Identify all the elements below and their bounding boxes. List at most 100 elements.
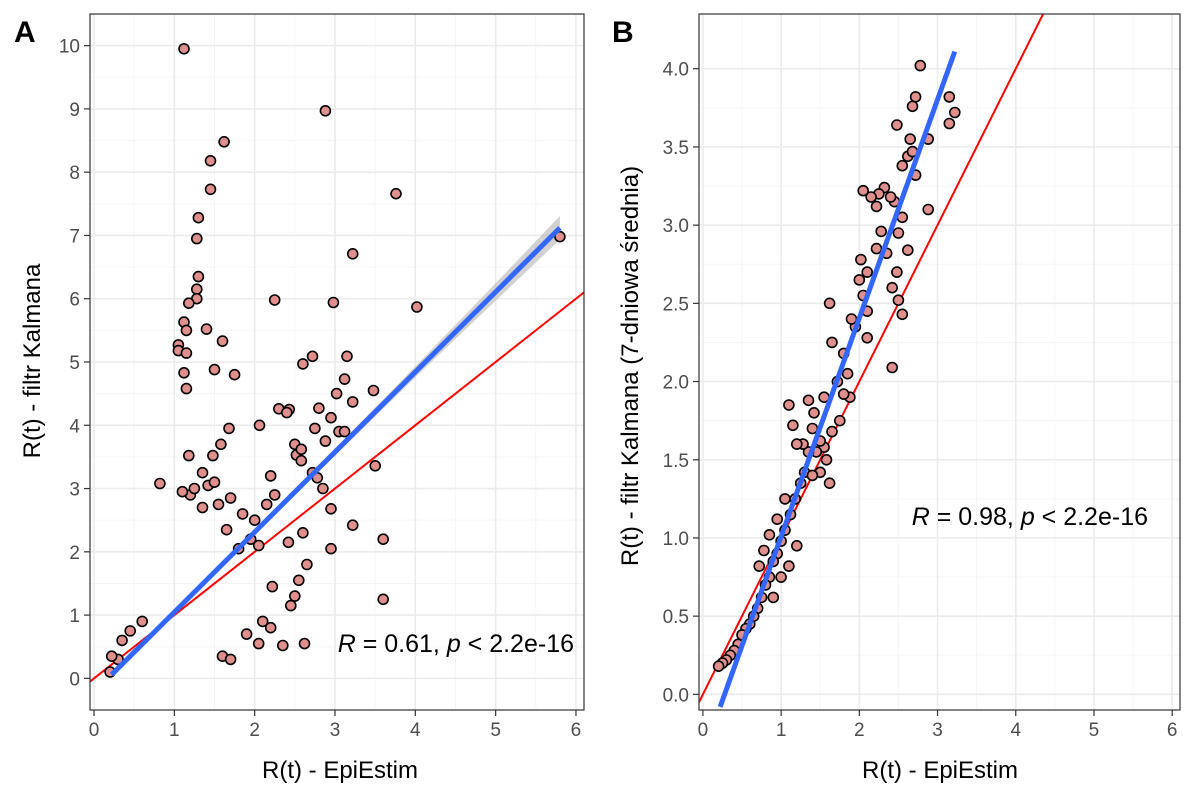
y-tick-label: 3.5 — [663, 138, 689, 159]
x-tick-label: 3 — [932, 720, 943, 741]
y-tick-label: 2.5 — [663, 294, 689, 315]
data-point — [188, 482, 201, 495]
data-point — [218, 136, 230, 148]
data-point — [301, 558, 313, 571]
data-point — [236, 508, 249, 520]
data-point — [207, 449, 219, 462]
data-point — [284, 599, 297, 612]
data-point — [180, 382, 193, 395]
data-point — [306, 350, 319, 363]
y-tick-label: 5 — [69, 353, 80, 374]
data-point — [853, 274, 866, 286]
data-point — [325, 502, 337, 515]
data-point — [377, 533, 390, 546]
y-tick-label: 4.0 — [663, 60, 689, 81]
x-tick-label: 6 — [1167, 720, 1178, 741]
data-point — [390, 187, 402, 200]
data-point — [837, 388, 850, 400]
data-point — [298, 637, 311, 650]
data-point — [554, 230, 566, 243]
data-point — [223, 422, 235, 435]
data-point — [886, 281, 899, 294]
data-point — [105, 650, 118, 663]
data-point — [295, 454, 308, 467]
data-point — [826, 336, 838, 349]
x-tick-label: 4 — [1010, 720, 1021, 741]
data-point — [228, 368, 241, 381]
data-point — [268, 294, 281, 306]
data-point — [771, 513, 784, 526]
r-value-text: = 0.61, — [356, 630, 447, 658]
panel-b: B 0 1 2 3 4 5 6 0.0 0.5 1.0 1.5 2.0 2.5 3.0 3.5 4.0 R(… — [612, 13, 1181, 784]
data-point — [783, 399, 795, 411]
data-point — [313, 402, 325, 415]
data-point — [346, 248, 359, 260]
data-point — [806, 469, 819, 482]
data-point — [712, 660, 725, 673]
data-point — [826, 425, 838, 438]
x-tick-label: 2 — [249, 720, 260, 741]
data-point — [943, 117, 956, 130]
x-tick-label: 0 — [698, 720, 709, 741]
data-point — [845, 313, 858, 325]
panel-label: B — [612, 16, 634, 49]
data-point — [208, 363, 221, 376]
x-tick-label: 2 — [854, 720, 865, 741]
fit-line — [109, 226, 562, 677]
data-point — [180, 347, 193, 359]
data-point — [204, 155, 217, 167]
grid-lines — [699, 14, 1180, 710]
data-point — [870, 200, 883, 213]
p-symbol: p — [1020, 503, 1035, 531]
data-point — [192, 270, 205, 283]
data-point — [906, 100, 919, 113]
y-axis-title: R(t) - filtr Kalmana — [19, 263, 46, 458]
x-tick-label: 5 — [1089, 720, 1100, 741]
data-point — [224, 653, 237, 666]
plot-background — [699, 14, 1180, 710]
data-point — [297, 358, 309, 370]
data-point — [823, 477, 836, 490]
data-point — [216, 335, 229, 347]
data-point — [180, 324, 193, 337]
data-point — [330, 387, 343, 400]
y-axis-title: R(t) - filtr Kalmana (7-dniowa średnia) — [617, 166, 644, 566]
p-value-text: < 2.2e-16 — [1035, 503, 1148, 531]
data-point — [192, 211, 205, 224]
data-point — [922, 203, 935, 216]
data-point — [758, 544, 770, 557]
correlation-annotation: R = 0.61, p < 2.2e-16 — [338, 630, 574, 658]
fit-line-layer — [109, 226, 562, 677]
data-point — [252, 539, 265, 552]
data-point — [338, 425, 351, 438]
data-point — [220, 523, 233, 536]
data-point — [802, 394, 815, 407]
data-point — [124, 625, 136, 637]
data-point — [224, 492, 237, 504]
data-point — [327, 296, 340, 309]
data-point — [212, 498, 225, 511]
data-point — [276, 639, 289, 652]
grid-lines — [90, 14, 584, 710]
panel-label: A — [14, 16, 36, 49]
data-point — [857, 184, 870, 197]
y-tick-label: 6 — [69, 290, 80, 311]
y-tick-layer: 0.0 0.5 1.0 1.5 2.0 2.5 3.0 3.5 4.0 — [663, 60, 699, 706]
data-point — [256, 615, 269, 628]
data-point — [338, 373, 351, 385]
data-point — [178, 366, 190, 379]
data-point — [191, 283, 203, 296]
data-point — [154, 477, 166, 490]
data-point — [763, 528, 776, 541]
y-tick-label: 7 — [69, 226, 80, 247]
data-point — [787, 419, 799, 432]
y-tick-label: 1.0 — [663, 529, 689, 550]
x-axis-title: R(t) - EpiEstim — [262, 757, 418, 784]
data-point — [252, 637, 265, 650]
data-point — [875, 225, 888, 238]
data-point — [909, 91, 922, 103]
data-point — [309, 422, 321, 435]
data-point — [136, 615, 148, 628]
data-point — [767, 591, 780, 604]
